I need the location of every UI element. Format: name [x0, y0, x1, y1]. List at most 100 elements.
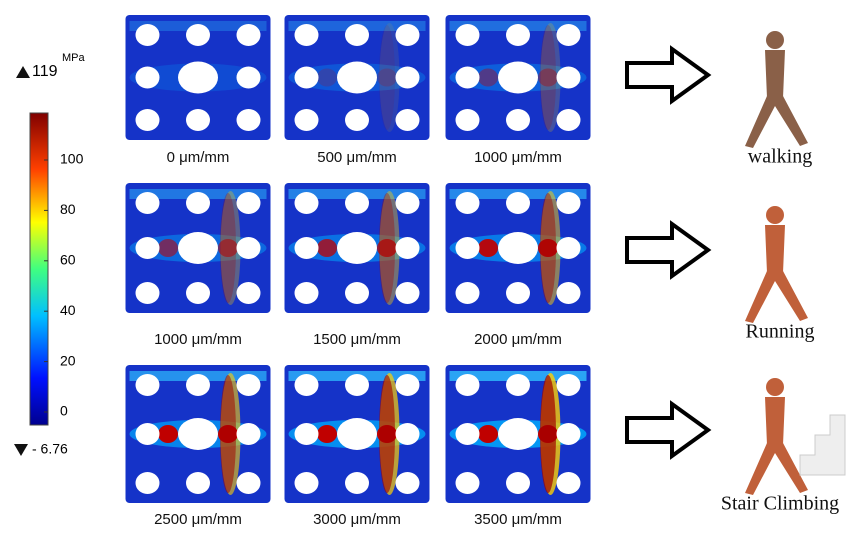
hole [395, 192, 420, 214]
stress-panel [125, 15, 271, 140]
hole [186, 374, 210, 396]
hole [506, 109, 530, 131]
hole [135, 374, 160, 396]
hole [294, 192, 319, 214]
tick-label: 20 [60, 352, 76, 368]
hole [395, 24, 420, 46]
activity-figure [745, 31, 808, 148]
hole [498, 61, 538, 94]
panel-label: 3000 μm/mm [313, 511, 401, 528]
stress-zone [317, 425, 337, 443]
hole [556, 24, 581, 46]
tick-label: 80 [60, 201, 76, 217]
tick-label: 40 [60, 302, 76, 318]
hole [135, 24, 160, 46]
panel-label: 1000 μm/mm [154, 331, 242, 348]
hole [506, 282, 530, 304]
hole [337, 232, 377, 264]
hole [455, 237, 480, 259]
stairs [799, 414, 846, 476]
hole [455, 192, 480, 214]
hole [135, 192, 160, 214]
hole [178, 418, 218, 450]
panel-label: 500 μm/mm [317, 149, 397, 166]
stress-panel [125, 183, 271, 313]
stress-zone [220, 375, 236, 493]
stress-zone [478, 239, 498, 257]
hole [395, 237, 420, 259]
head [766, 31, 784, 49]
panel-label: 0 μm/mm [167, 149, 230, 166]
hole [294, 282, 319, 304]
hole [506, 374, 530, 396]
panel-label: 1000 μm/mm [474, 149, 562, 166]
hole [556, 237, 581, 259]
stress-zone [540, 375, 556, 493]
stress-zone [478, 425, 498, 443]
hole [186, 472, 210, 494]
body [765, 225, 785, 273]
hole [498, 232, 538, 264]
hole [135, 237, 160, 259]
hole [294, 109, 319, 131]
hole [186, 282, 210, 304]
stress-zone [220, 193, 236, 303]
stress-zone [158, 239, 178, 257]
arrow [625, 45, 712, 105]
stress-zone [540, 193, 556, 303]
activity-label: Stair Climbing [721, 493, 839, 515]
hole [455, 472, 480, 494]
hole [506, 192, 530, 214]
legs [745, 96, 808, 148]
hole [294, 423, 319, 445]
stress-zone [218, 239, 238, 257]
hole [395, 282, 420, 304]
hole [294, 66, 319, 89]
hole [455, 374, 480, 396]
hole [236, 24, 261, 46]
hole [455, 24, 480, 46]
hole [556, 472, 581, 494]
stress-panel [445, 15, 591, 140]
hole [506, 472, 530, 494]
stress-zone [377, 239, 397, 257]
hole [345, 282, 369, 304]
hole [135, 66, 160, 89]
activity-figure [745, 206, 808, 323]
hole [345, 24, 369, 46]
hole [337, 418, 377, 450]
hole [236, 237, 261, 259]
stress-zone [538, 239, 558, 257]
hole [186, 109, 210, 131]
hole [135, 109, 160, 131]
hole [186, 192, 210, 214]
stress-panel [445, 183, 591, 313]
hole [506, 24, 530, 46]
hole [455, 423, 480, 445]
hole [455, 109, 480, 131]
hole [556, 282, 581, 304]
stress-zone [478, 68, 498, 87]
stress-zone [379, 23, 400, 132]
colorbar-min: - 6.76 [32, 441, 68, 457]
hole [395, 423, 420, 445]
tick-label: 60 [60, 252, 76, 268]
stress-panel [284, 365, 430, 503]
stress-panel [284, 183, 430, 313]
max-marker [16, 66, 30, 78]
hole [455, 282, 480, 304]
head [766, 206, 784, 224]
hole [345, 472, 369, 494]
tick-label: 100 [60, 151, 84, 167]
hole [236, 423, 261, 445]
hole [294, 374, 319, 396]
stress-zone [379, 25, 395, 130]
activity-label: walking [748, 146, 812, 168]
hole [236, 472, 261, 494]
hole [455, 66, 480, 89]
hole [556, 66, 581, 89]
hole [135, 472, 160, 494]
body [765, 397, 785, 445]
body [765, 50, 785, 98]
